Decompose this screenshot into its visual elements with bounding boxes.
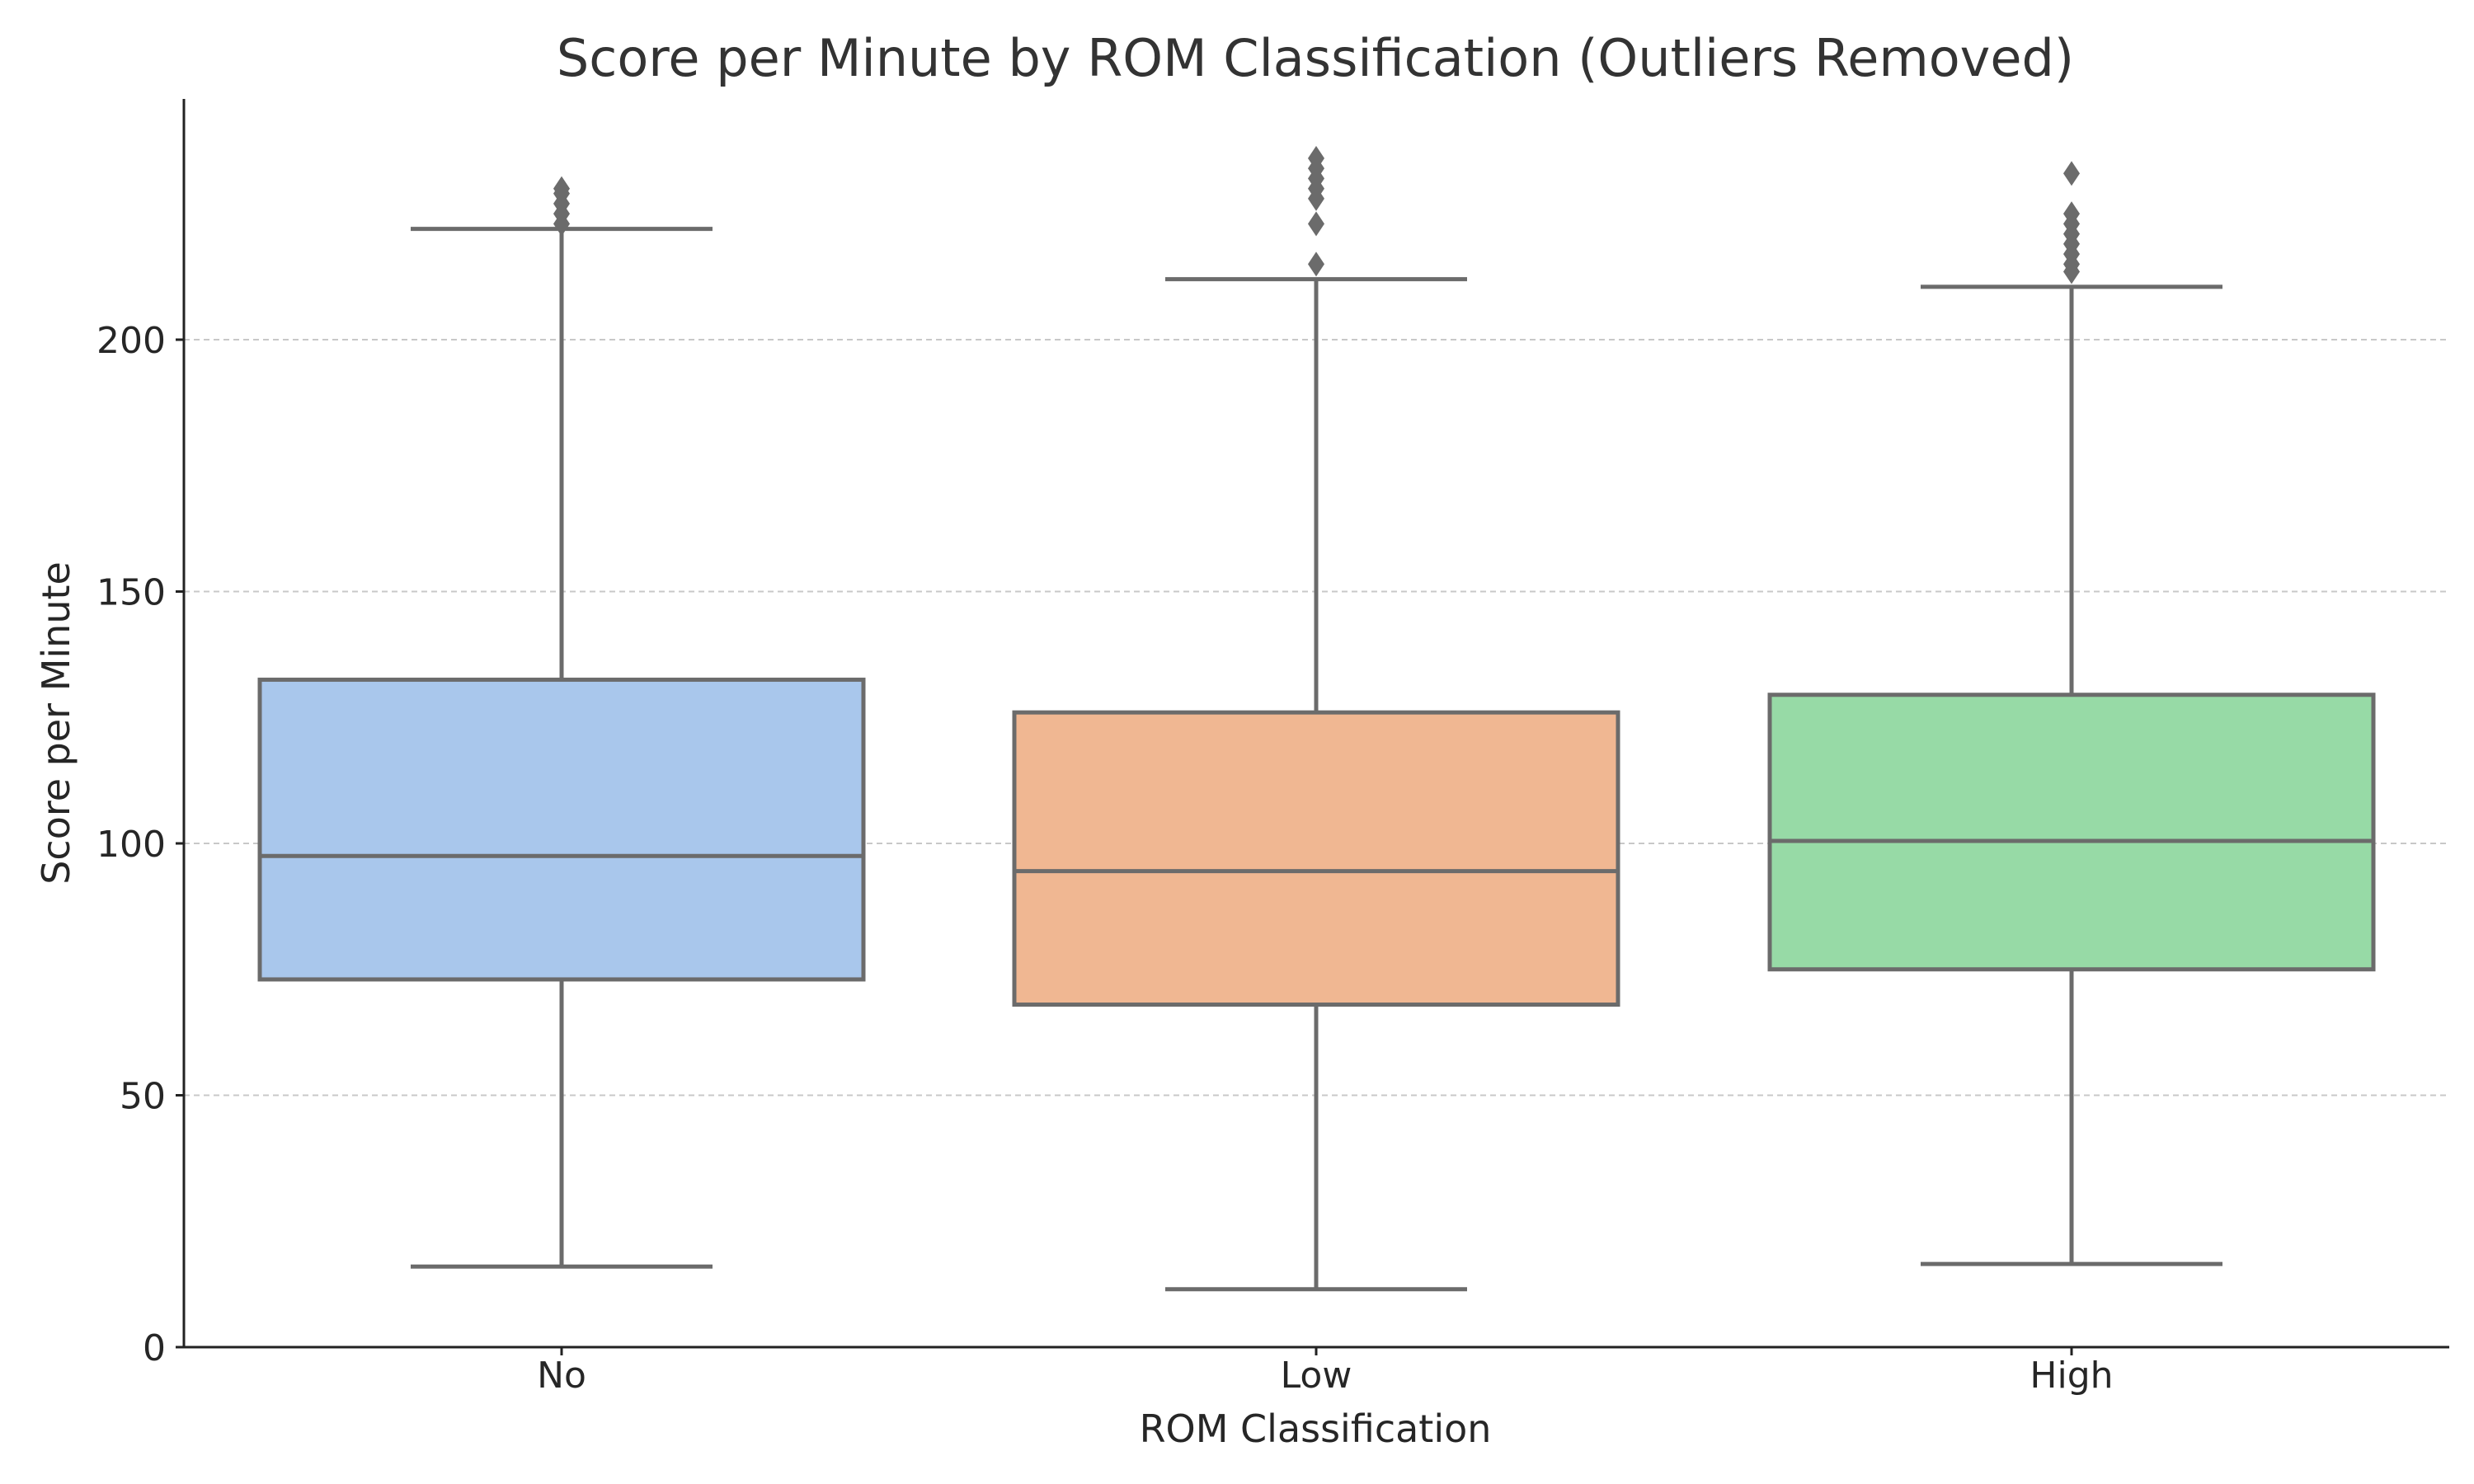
y-tick-label: 100 [96, 824, 166, 866]
outlier-point [1308, 211, 1324, 237]
x-axis-label: ROM Classification [1140, 1407, 1492, 1451]
x-tick-label: No [537, 1355, 586, 1397]
x-ticks: No Low High [537, 1347, 2114, 1397]
y-tick-label: 0 [143, 1327, 166, 1369]
y-ticks: 0 50 100 150 200 [96, 320, 184, 1369]
y-tick-label: 150 [96, 572, 166, 614]
iqr-box [1767, 693, 2376, 972]
iqr-box [1012, 710, 1620, 1007]
y-tick-label: 50 [120, 1076, 166, 1118]
chart-title: Score per Minute by ROM Classification (… [557, 28, 2074, 88]
boxes-layer [257, 146, 2376, 1292]
x-tick-label: Low [1281, 1355, 1352, 1397]
iqr-box [257, 677, 866, 982]
box-low [1012, 146, 1620, 1292]
box-no [257, 176, 866, 1269]
x-tick-label: High [2030, 1355, 2113, 1397]
outlier-point [553, 176, 570, 201]
outlier-point [1308, 251, 1324, 277]
outlier-point [2063, 161, 2080, 186]
box-high [1767, 161, 2376, 1266]
y-axis-label: Score per Minute [34, 561, 78, 885]
outlier-point [2063, 201, 2080, 227]
outlier-point [1308, 146, 1324, 171]
y-tick-label: 200 [96, 320, 166, 362]
